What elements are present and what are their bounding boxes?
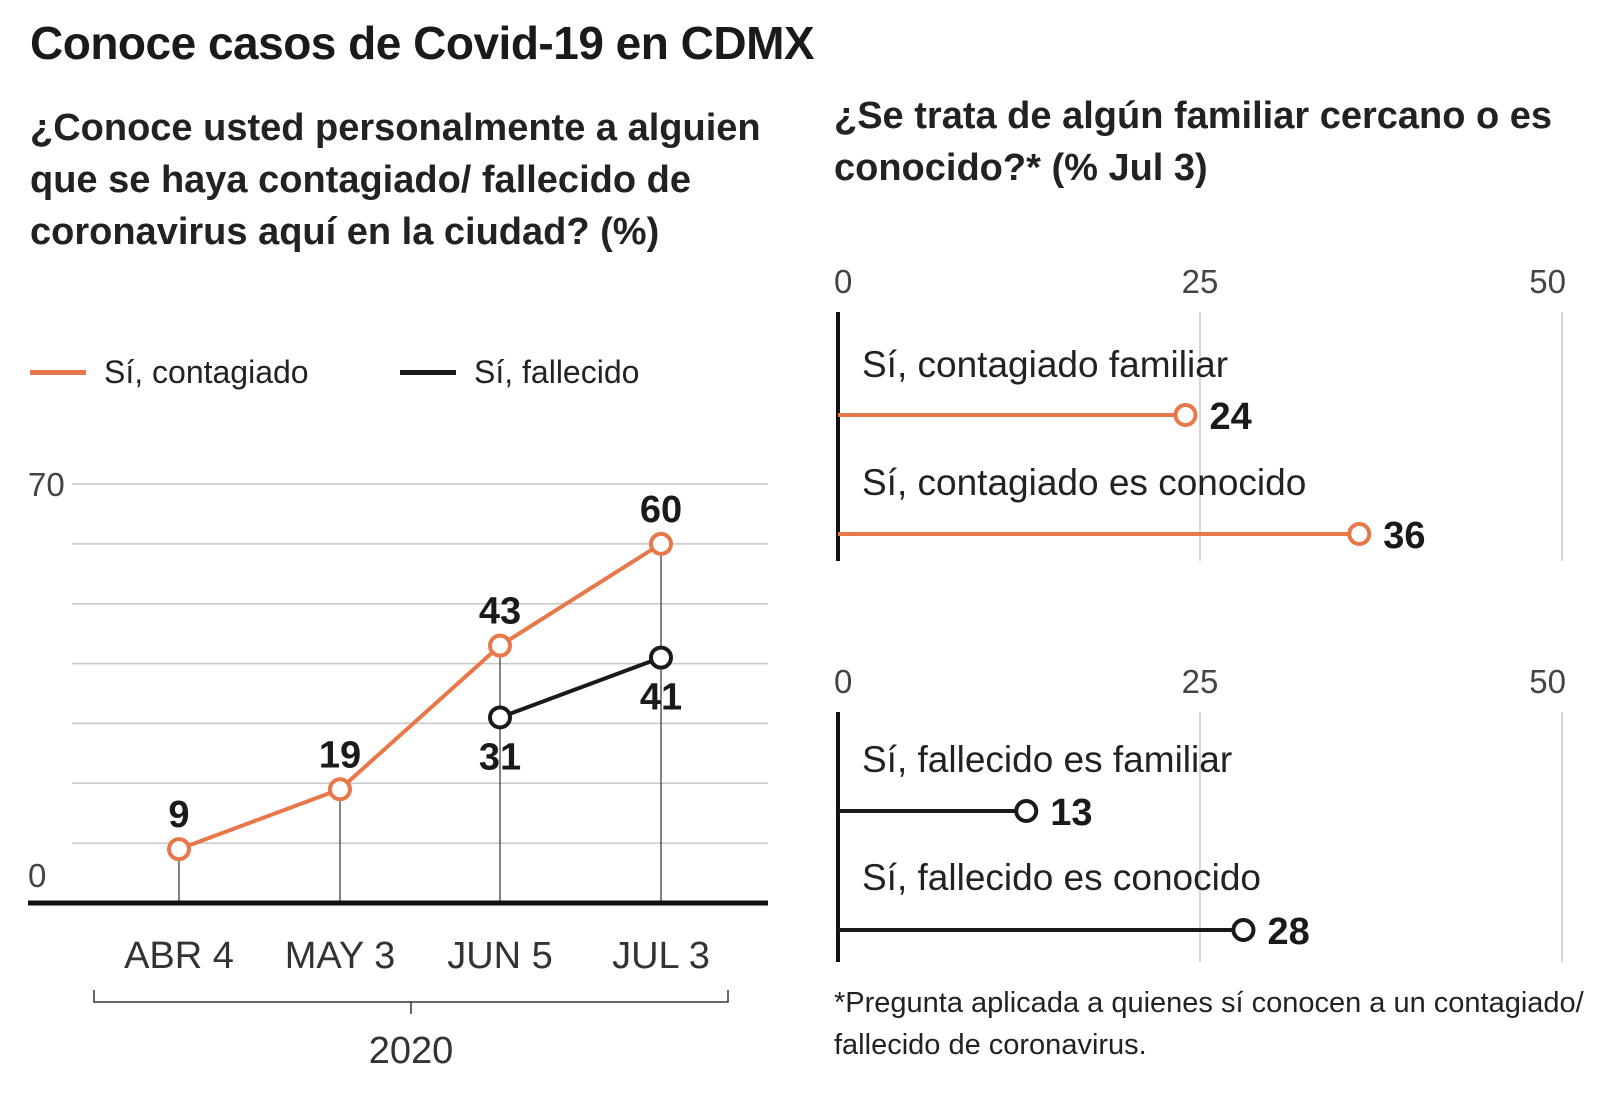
- lollipop-point: [1347, 522, 1372, 546]
- data-point: [488, 633, 512, 658]
- y-tick-label: 0: [28, 857, 46, 894]
- page-title: Conoce casos de Covid-19 en CDMX: [30, 17, 815, 69]
- legend-item-fallecido: Sí, fallecido: [400, 352, 639, 392]
- x-tick-label: MAY 3: [285, 935, 396, 977]
- data-label: 9: [168, 794, 189, 836]
- series-line-fallecido: [499, 655, 662, 720]
- axis-tick-label: 25: [1182, 263, 1219, 300]
- axis-tick-label: 50: [1529, 263, 1566, 300]
- data-point: [488, 705, 512, 730]
- bar-category-label: Sí, fallecido es conocido: [862, 857, 1261, 898]
- data-label: 13: [1050, 792, 1092, 834]
- legend-swatch-fallecido: [400, 369, 456, 375]
- axis-tick-label: 0: [834, 263, 852, 300]
- data-point: [649, 645, 673, 670]
- line-chart-question: ¿Conoce usted personalmente a alguien qu…: [30, 107, 761, 253]
- data-label: 41: [640, 677, 682, 719]
- year-bracket: [93, 990, 729, 1003]
- data-label: 31: [479, 736, 521, 778]
- bar-category-label: Sí, fallecido es familiar: [862, 739, 1232, 780]
- axis-tick-label: 25: [1182, 663, 1219, 700]
- lollipop-point: [1173, 403, 1198, 427]
- data-label: 24: [1210, 396, 1252, 438]
- axis-tick-label: 0: [834, 663, 852, 700]
- data-label: 60: [640, 489, 682, 531]
- data-label: 36: [1383, 515, 1425, 557]
- legend-label-fallecido: Sí, fallecido: [474, 353, 640, 390]
- x-tick-label: ABR 4: [124, 935, 234, 977]
- x-group-label: 2020: [369, 1030, 454, 1072]
- x-tick-label: JUN 5: [447, 935, 553, 977]
- data-label: 28: [1267, 911, 1309, 953]
- lollipop-point: [1231, 918, 1256, 942]
- lollipop-chart-question: ¿Se trata de algún familiar cercano o es…: [834, 95, 1553, 189]
- legend-item-contagiado: Sí, contagiado: [30, 352, 309, 392]
- series-line-contagiado: [178, 542, 663, 852]
- y-tick-label: 70: [28, 466, 65, 503]
- footnote: *Pregunta aplicada a quienes sí conocen …: [834, 987, 1584, 1061]
- axis-tick-label: 50: [1529, 663, 1566, 700]
- legend-swatch-contagiado: [30, 369, 86, 375]
- lollipop-point: [1014, 799, 1039, 823]
- data-point: [328, 777, 352, 802]
- data-label: 19: [319, 734, 361, 776]
- data-label: 43: [479, 591, 521, 633]
- bar-category-label: Sí, contagiado familiar: [862, 344, 1228, 385]
- x-tick-label: JUL 3: [612, 935, 710, 977]
- data-point: [649, 531, 673, 556]
- legend-label-contagiado: Sí, contagiado: [104, 353, 309, 390]
- bar-category-label: Sí, contagiado es conocido: [862, 462, 1306, 503]
- data-point: [167, 837, 191, 862]
